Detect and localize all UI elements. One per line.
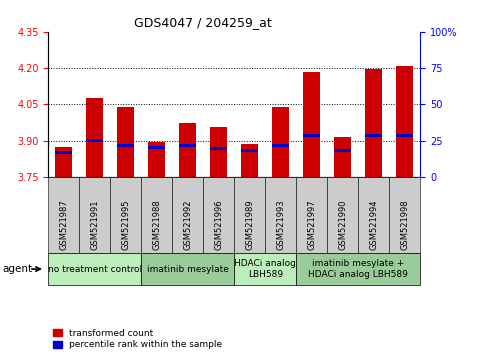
Text: GDS4047 / 204259_at: GDS4047 / 204259_at [134,16,272,29]
Text: agent: agent [2,264,32,274]
Bar [241,144,258,177]
Bar [210,127,227,177]
Bar [210,148,227,150]
Bar [86,139,103,142]
Bar [241,149,258,152]
Bar [117,144,134,147]
Text: GSM521994: GSM521994 [369,199,378,250]
Text: imatinib mesylate: imatinib mesylate [147,264,229,274]
Bar [55,151,72,154]
Text: HDACi analog
LBH589: HDACi analog LBH589 [234,259,296,279]
Bar [365,134,382,137]
Bar [303,72,320,177]
Bar [334,149,351,152]
Text: GSM521997: GSM521997 [307,199,316,250]
Bar [365,69,382,177]
Bar [272,144,289,147]
Bar [179,122,196,177]
Text: GSM521990: GSM521990 [338,199,347,250]
Bar [396,134,413,137]
Text: GSM521998: GSM521998 [400,199,409,250]
Text: GSM521987: GSM521987 [59,199,68,250]
Text: GSM521995: GSM521995 [121,199,130,250]
Text: no treatment control: no treatment control [48,264,142,274]
Bar [148,146,165,149]
Text: GSM521992: GSM521992 [183,199,192,250]
Bar [334,137,351,177]
Bar [396,66,413,177]
Text: GSM521988: GSM521988 [152,199,161,250]
Text: GSM521993: GSM521993 [276,199,285,250]
Bar [303,134,320,137]
Bar [117,107,134,177]
Text: imatinib mesylate +
HDACi analog LBH589: imatinib mesylate + HDACi analog LBH589 [308,259,408,279]
Legend: transformed count, percentile rank within the sample: transformed count, percentile rank withi… [53,329,222,349]
Text: GSM521989: GSM521989 [245,199,254,250]
Bar [179,144,196,147]
Bar [272,107,289,177]
Bar [55,147,72,177]
Text: GSM521996: GSM521996 [214,199,223,250]
Text: GSM521991: GSM521991 [90,199,99,250]
Bar [148,142,165,177]
Bar [86,98,103,177]
